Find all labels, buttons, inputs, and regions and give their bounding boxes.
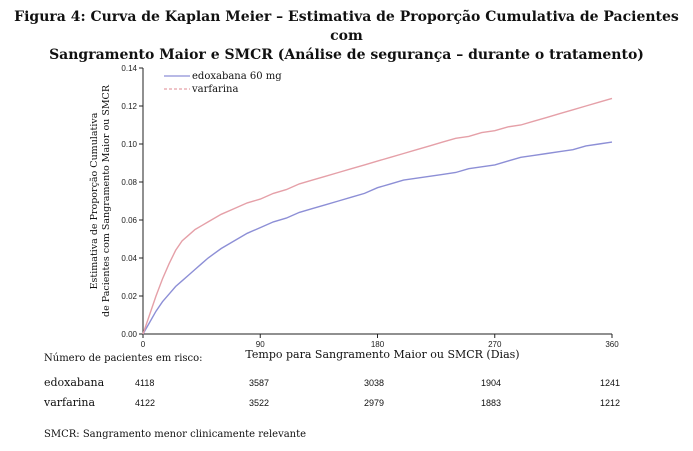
risk-row-label: varfarina: [44, 396, 96, 409]
x-tick-label: 90: [256, 340, 265, 349]
y-axis-label-line-2: de Pacientes com Sangramento Maior ou SM…: [101, 84, 112, 317]
risk-table-header: Número de pacientes em risco:: [44, 353, 203, 364]
y-tick-label: 0.12: [121, 102, 137, 111]
series-line-varfarina: [142, 97, 613, 335]
risk-cell: 4118: [135, 378, 155, 388]
y-axis-label-line-1: Estimativa de Proporção Cumulativa: [89, 112, 100, 289]
y-tick-label: 0.08: [121, 178, 137, 187]
risk-cell: 2979: [364, 398, 385, 408]
risk-cell: 4122: [135, 398, 156, 408]
figure-title: Figura 4: Curva de Kaplan Meier – Estima…: [0, 8, 693, 65]
legend-label: varfarina: [191, 84, 238, 95]
x-tick-label: 180: [371, 340, 385, 349]
y-tick-label: 0.10: [121, 140, 137, 149]
x-tick-label: 270: [488, 340, 502, 349]
y-tick-label: 0.06: [121, 216, 137, 225]
risk-cell: 1241: [600, 378, 621, 388]
y-tick-label: 0.02: [121, 292, 137, 301]
risk-cell: 3587: [249, 378, 270, 388]
series-line-edoxabana: [142, 141, 613, 335]
risk-row-label: edoxabana: [44, 376, 105, 389]
risk-cell: 1883: [481, 398, 502, 408]
x-axis-label: Tempo para Sangramento Maior ou SMCR (Di…: [245, 348, 519, 361]
figure-title-line-2: Sangramento Maior e SMCR (Análise de seg…: [49, 47, 644, 63]
risk-cell: 3038: [364, 378, 385, 388]
risk-cell: 1904: [481, 378, 502, 388]
legend-label: edoxabana 60 mg: [192, 71, 282, 82]
y-tick-label: 0.04: [121, 254, 137, 263]
footnote: SMCR: Sangramento menor clinicamente rel…: [44, 429, 307, 440]
figure-title-line-1: Figura 4: Curva de Kaplan Meier – Estima…: [14, 9, 679, 44]
y-tick-label: 0.14: [121, 64, 137, 73]
risk-cell: 3522: [249, 398, 270, 408]
risk-cell: 1212: [600, 398, 621, 408]
x-tick-label: 0: [141, 340, 146, 349]
y-tick-label: 0.00: [121, 330, 137, 339]
x-tick-label: 360: [605, 340, 619, 349]
